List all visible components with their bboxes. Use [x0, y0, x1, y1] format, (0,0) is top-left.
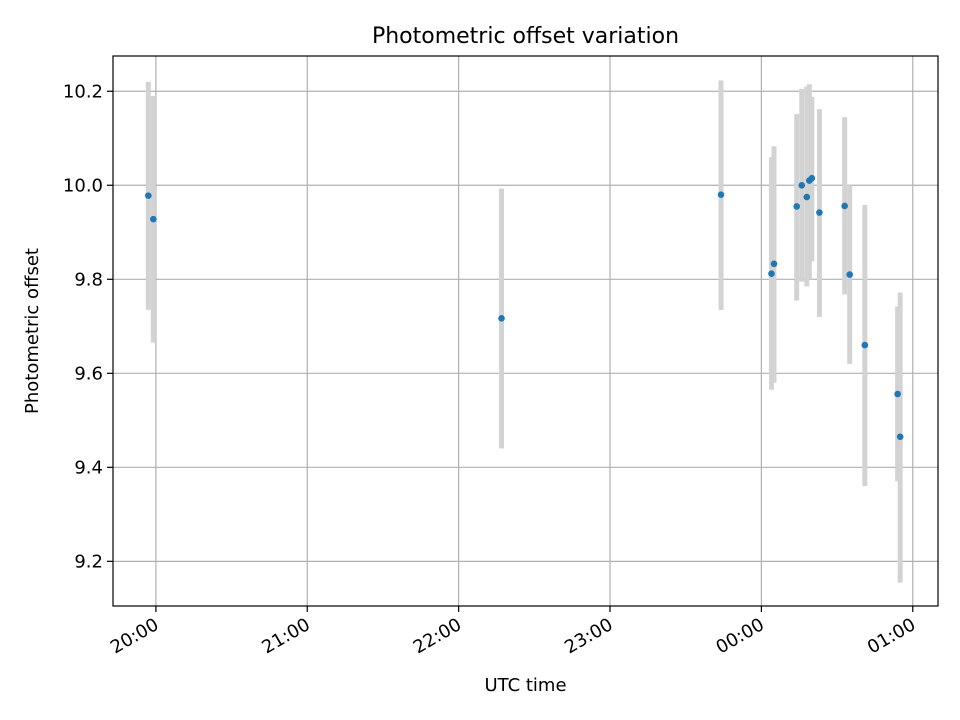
y-axis-label: Photometric offset — [22, 248, 43, 414]
data-point — [896, 433, 904, 441]
data-points — [145, 174, 904, 441]
y-tick-label: 10.0 — [63, 175, 103, 196]
y-tick-label: 9.4 — [74, 457, 103, 478]
y-tick-label: 9.2 — [74, 551, 103, 572]
data-point — [770, 260, 778, 268]
x-tick-label: 22:00 — [410, 614, 465, 658]
data-point — [498, 315, 505, 322]
data-point — [717, 191, 725, 198]
axis-ticks: 9.2 9.4 9.6 9.8 10.0 10.2 20:00 21:00 22:00 23:00… — [63, 81, 919, 658]
data-point — [803, 193, 811, 201]
data-point — [808, 174, 816, 182]
data-point — [150, 215, 157, 223]
y-tick-label: 9.8 — [74, 269, 103, 290]
data-point — [145, 192, 152, 199]
data-point — [846, 271, 853, 278]
error-bars — [145, 80, 903, 583]
data-point — [816, 209, 823, 216]
y-tick-label: 9.6 — [74, 363, 103, 384]
x-tick-label: 20:00 — [107, 614, 162, 658]
x-axis-label: UTC time — [484, 675, 566, 696]
x-tick-label: 01:00 — [864, 614, 919, 658]
data-point — [841, 202, 848, 210]
data-point — [894, 390, 901, 398]
data-point — [861, 341, 869, 349]
data-point — [793, 203, 801, 210]
data-point — [798, 181, 806, 189]
data-point — [768, 270, 775, 277]
grid-lines — [113, 56, 938, 606]
x-tick-label: 21:00 — [258, 614, 313, 658]
x-tick-label: 23:00 — [561, 614, 616, 658]
plot-frame — [112, 55, 939, 607]
x-tick-label: 00:00 — [712, 614, 767, 658]
chart-title: Photometric offset variation — [372, 24, 679, 49]
y-tick-label: 10.2 — [63, 81, 103, 102]
